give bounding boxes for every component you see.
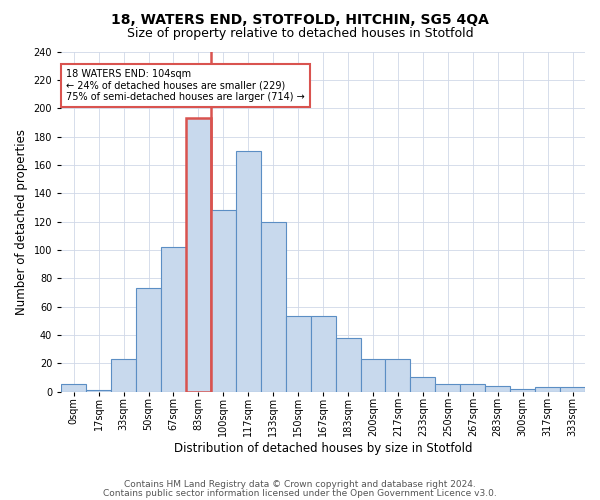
Text: Contains public sector information licensed under the Open Government Licence v3: Contains public sector information licen…: [103, 489, 497, 498]
Bar: [111, 359, 136, 392]
Bar: [535, 388, 560, 392]
Bar: [385, 359, 410, 392]
Text: Contains HM Land Registry data © Crown copyright and database right 2024.: Contains HM Land Registry data © Crown c…: [124, 480, 476, 489]
Y-axis label: Number of detached properties: Number of detached properties: [15, 128, 28, 314]
Bar: [335, 338, 361, 392]
Bar: [560, 388, 585, 392]
Bar: [410, 378, 436, 392]
Bar: [510, 388, 535, 392]
Text: Size of property relative to detached houses in Stotfold: Size of property relative to detached ho…: [127, 28, 473, 40]
Bar: [485, 386, 510, 392]
Bar: [236, 150, 261, 392]
X-axis label: Distribution of detached houses by size in Stotfold: Distribution of detached houses by size …: [174, 442, 472, 455]
Bar: [136, 288, 161, 392]
Bar: [311, 316, 335, 392]
Text: 18, WATERS END, STOTFOLD, HITCHIN, SG5 4QA: 18, WATERS END, STOTFOLD, HITCHIN, SG5 4…: [111, 12, 489, 26]
Bar: [161, 247, 186, 392]
Text: 18 WATERS END: 104sqm
← 24% of detached houses are smaller (229)
75% of semi-det: 18 WATERS END: 104sqm ← 24% of detached …: [66, 68, 305, 102]
Bar: [186, 118, 211, 392]
Bar: [436, 384, 460, 392]
Bar: [261, 222, 286, 392]
Bar: [86, 390, 111, 392]
Bar: [361, 359, 385, 392]
Bar: [211, 210, 236, 392]
Bar: [460, 384, 485, 392]
Bar: [286, 316, 311, 392]
Bar: [61, 384, 86, 392]
